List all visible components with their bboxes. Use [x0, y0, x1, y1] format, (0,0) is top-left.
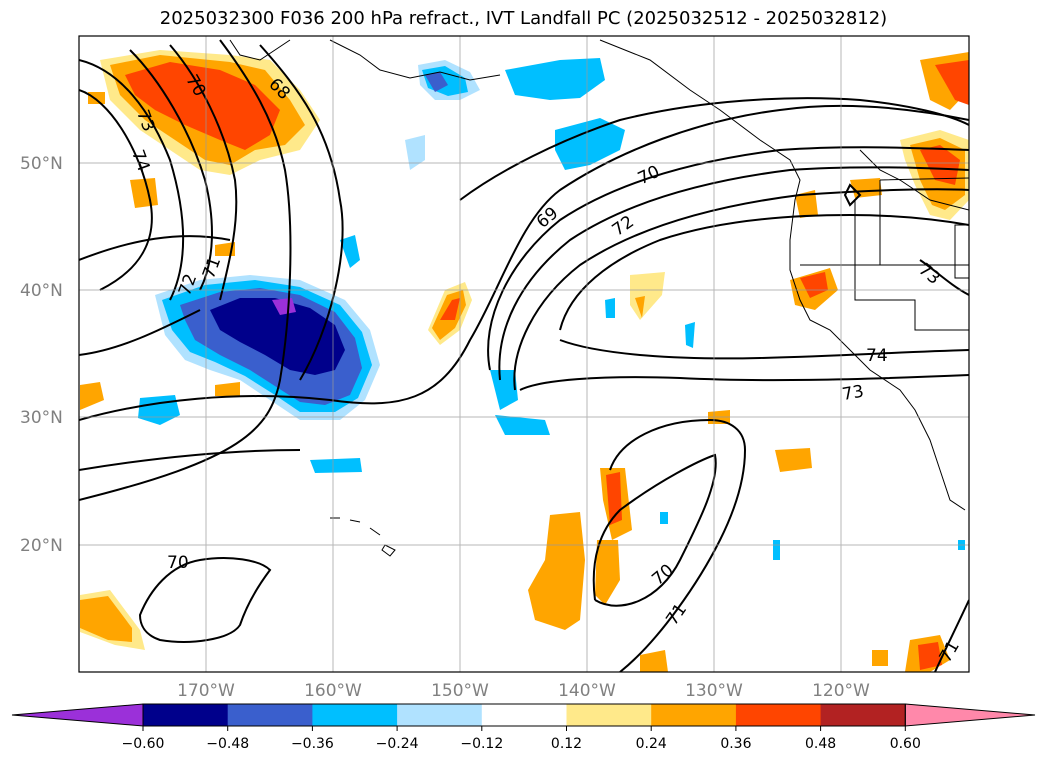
colorbar-tick-label: −0.48 [206, 736, 249, 752]
lon-label-120w: 120°W [812, 681, 870, 701]
graticule [79, 36, 969, 672]
colorbar-bin [820, 704, 906, 726]
colorbar-frame [142, 703, 906, 727]
colorbar-tick-label: −0.36 [291, 736, 334, 752]
longitude-labels: 170°W 160°W 150°W 140°W 130°W 120°W [177, 681, 870, 701]
colorbar-bin [651, 704, 737, 726]
colorbar-tick-label: 0.12 [551, 736, 582, 752]
lon-label-130w: 130°W [685, 681, 743, 701]
lon-label-160w: 160°W [304, 681, 362, 701]
colorbar-bin [312, 704, 398, 726]
lat-label-40n: 40°N [20, 281, 63, 301]
latitude-labels: 50°N 40°N 30°N 20°N [20, 154, 63, 556]
colorbar-extend-high [904, 703, 1036, 727]
map-title: 2025032300 F036 200 hPa refract., IVT La… [159, 8, 888, 29]
lat-label-50n: 50°N [20, 154, 63, 174]
colorbar-tick-label: −0.24 [376, 736, 419, 752]
contour-label: 74 [866, 346, 888, 366]
colorbar-extend-low [11, 703, 144, 727]
colorbar-bin [143, 704, 229, 726]
isolines [79, 39, 969, 672]
colorbar-bin [735, 704, 822, 726]
colorbar-bin [481, 704, 567, 726]
colorbar-tick-label: 0.60 [890, 736, 921, 752]
lon-label-140w: 140°W [558, 681, 616, 701]
contour-label: 73 [841, 382, 866, 405]
lat-label-20n: 20°N [20, 536, 63, 556]
contour-label: 70 [167, 553, 189, 573]
colorbar-bin [397, 704, 483, 726]
colorbar-tick-label: −0.60 [122, 736, 165, 752]
colorbar: −0.60 −0.48 −0.36 −0.24 −0.12 0.12 0.24 0.36 0.4… [11, 703, 1036, 752]
lon-label-170w: 170°W [177, 681, 235, 701]
colorbar-tick-label: −0.12 [460, 736, 503, 752]
colorbar-tick-label: 0.48 [805, 736, 836, 752]
colorbar-tick-label: 0.36 [720, 736, 751, 752]
colorbar-bin [227, 704, 313, 726]
colorbar-tick-label: 0.24 [636, 736, 667, 752]
map-frame [78, 35, 970, 673]
lat-label-30n: 30°N [20, 408, 63, 428]
colorbar-bin [566, 704, 652, 726]
lon-label-150w: 150°W [431, 681, 489, 701]
